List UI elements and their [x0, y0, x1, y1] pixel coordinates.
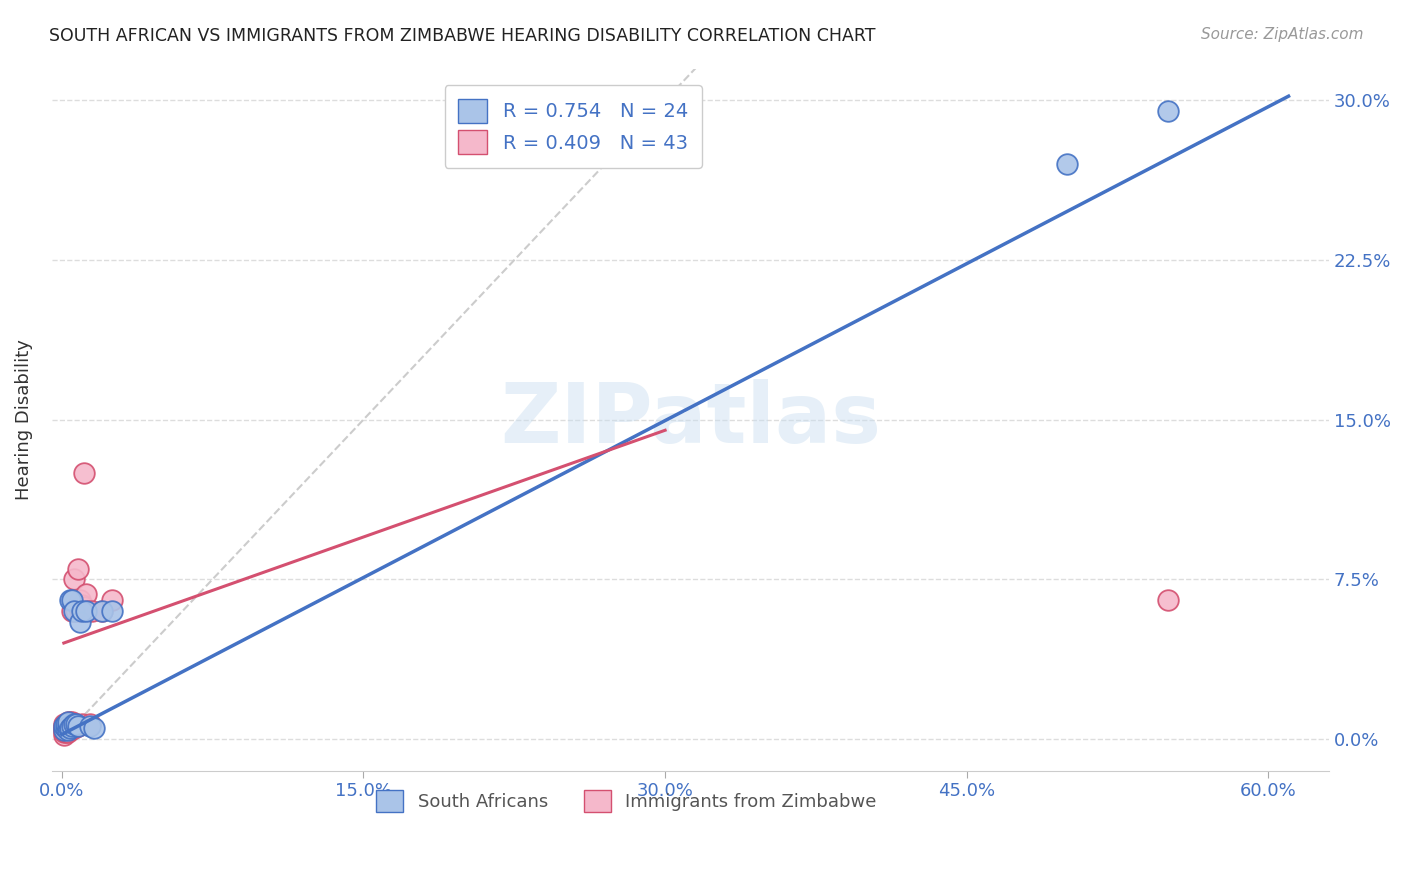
Point — [79, 719, 101, 733]
Point — [69, 593, 91, 607]
Point — [79, 717, 101, 731]
Point — [59, 721, 82, 735]
Point — [60, 714, 83, 729]
Point — [59, 723, 82, 738]
Point — [83, 721, 105, 735]
Point — [70, 604, 93, 618]
Point — [91, 604, 114, 618]
Point — [101, 593, 124, 607]
Point — [77, 604, 100, 618]
Point — [91, 604, 114, 618]
Point — [80, 604, 103, 618]
Y-axis label: Hearing Disability: Hearing Disability — [15, 339, 32, 500]
Point — [52, 725, 75, 739]
Point — [60, 721, 83, 735]
Point — [75, 604, 97, 618]
Text: SOUTH AFRICAN VS IMMIGRANTS FROM ZIMBABWE HEARING DISABILITY CORRELATION CHART: SOUTH AFRICAN VS IMMIGRANTS FROM ZIMBABW… — [49, 27, 876, 45]
Point — [52, 719, 75, 733]
Point — [55, 721, 77, 735]
Point — [63, 717, 86, 731]
Point — [56, 721, 79, 735]
Point — [56, 719, 79, 733]
Point — [1056, 157, 1078, 171]
Point — [65, 604, 87, 618]
Point — [73, 466, 96, 480]
Point — [55, 721, 77, 735]
Point — [56, 723, 79, 738]
Point — [55, 725, 77, 739]
Point — [75, 587, 97, 601]
Text: Source: ZipAtlas.com: Source: ZipAtlas.com — [1201, 27, 1364, 42]
Point — [52, 719, 75, 733]
Point — [55, 717, 77, 731]
Point — [63, 572, 86, 586]
Point — [59, 714, 82, 729]
Point — [52, 727, 75, 741]
Point — [69, 604, 91, 618]
Point — [66, 719, 89, 733]
Point — [65, 717, 87, 731]
Point — [59, 719, 82, 733]
Point — [56, 719, 79, 733]
Point — [60, 719, 83, 733]
Point — [65, 719, 87, 733]
Point — [73, 599, 96, 614]
Text: ZIPatlas: ZIPatlas — [499, 379, 880, 460]
Point — [101, 604, 124, 618]
Point — [63, 717, 86, 731]
Point — [55, 717, 77, 731]
Point — [60, 719, 83, 733]
Legend: South Africans, Immigrants from Zimbabwe: South Africans, Immigrants from Zimbabwe — [363, 778, 890, 825]
Point — [70, 598, 93, 612]
Point — [66, 598, 89, 612]
Point — [66, 719, 89, 733]
Point — [69, 615, 91, 629]
Point — [56, 714, 79, 729]
Point — [60, 604, 83, 618]
Point — [56, 714, 79, 729]
Point — [70, 717, 93, 731]
Point — [60, 593, 83, 607]
Point — [52, 723, 75, 738]
Point — [66, 561, 89, 575]
Point — [52, 723, 75, 738]
Point — [63, 604, 86, 618]
Point — [59, 593, 82, 607]
Point — [1157, 104, 1180, 119]
Point — [1157, 593, 1180, 607]
Point — [65, 717, 87, 731]
Point — [63, 721, 86, 735]
Point — [55, 723, 77, 738]
Point — [52, 717, 75, 731]
Point — [56, 725, 79, 739]
Point — [52, 721, 75, 735]
